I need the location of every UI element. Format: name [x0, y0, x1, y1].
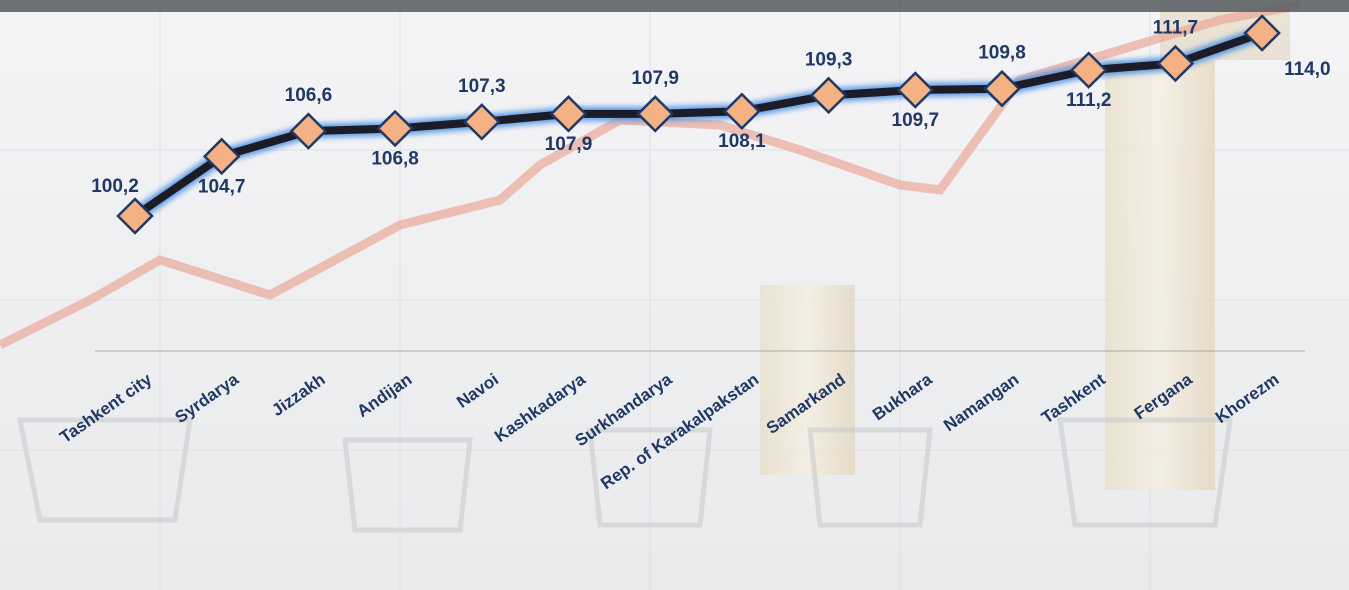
- marker: [116, 197, 154, 235]
- marker: [809, 76, 848, 115]
- value-label: 107,9: [545, 134, 593, 155]
- marker: [1156, 44, 1195, 83]
- marker: [463, 103, 501, 141]
- marker: [636, 95, 674, 133]
- value-label: 106,8: [371, 148, 419, 169]
- value-label: 107,9: [631, 68, 679, 89]
- marker: [896, 71, 935, 109]
- marker: [376, 109, 414, 148]
- value-label: 104,7: [198, 176, 246, 197]
- value-label: 114,0: [1284, 59, 1331, 80]
- value-label: 111,7: [1153, 18, 1198, 39]
- marker: [983, 69, 1021, 108]
- value-label: 108,1: [718, 131, 766, 152]
- marker: [1069, 51, 1108, 89]
- value-label: 109,7: [892, 110, 940, 131]
- value-label: 111,2: [1066, 90, 1111, 111]
- value-label: 109,3: [805, 49, 853, 70]
- marker: [289, 112, 328, 150]
- value-label: 106,6: [285, 85, 333, 106]
- value-label: 109,8: [978, 43, 1026, 64]
- marker: [723, 92, 761, 131]
- marker: [202, 137, 241, 176]
- value-label: 107,3: [458, 76, 506, 97]
- marker: [1243, 14, 1281, 52]
- marker: [549, 95, 588, 133]
- value-label: 100,2: [91, 176, 139, 197]
